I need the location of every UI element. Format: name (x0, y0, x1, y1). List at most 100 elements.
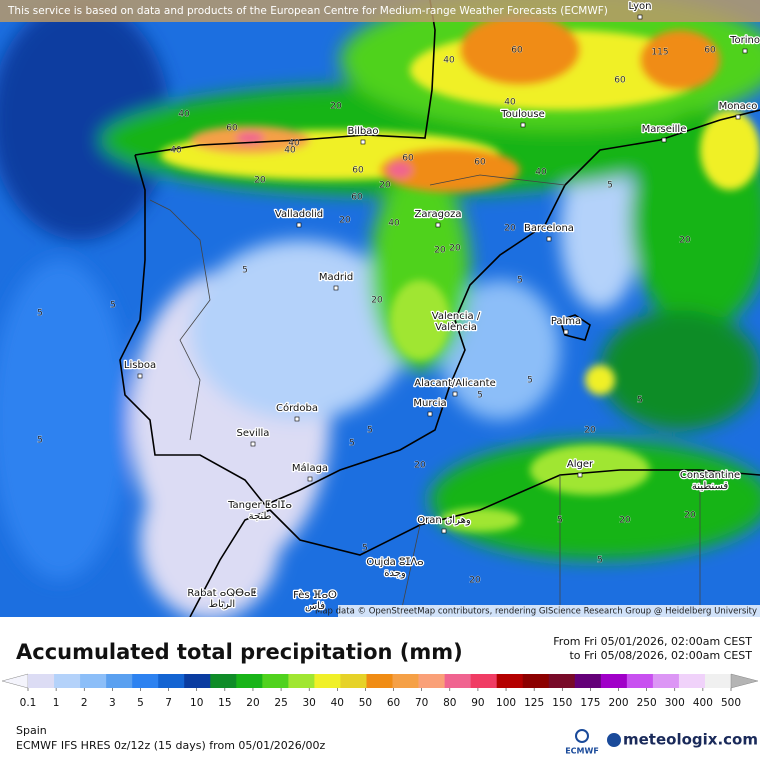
city-label: Alacant/Alicante (414, 378, 495, 389)
legend-swatch (184, 674, 211, 688)
city-label: Bilbao (347, 126, 378, 137)
legend-label: 30 (303, 697, 316, 709)
city-label: Tanger ⵟⴰⵏⵊⴰ (227, 500, 292, 511)
legend-label: 90 (471, 697, 484, 709)
contour-label: 5 (37, 436, 43, 446)
contour-label: 5 (477, 391, 483, 401)
legend-swatch (522, 674, 550, 688)
legend-label: 100 (496, 697, 516, 709)
contour-label: 40 (535, 168, 547, 178)
legend: 0.1 1 2 3 5 7 10 15 20 25 30 40 50 60 70 80 90 100 125 150 1… (1, 673, 759, 709)
legend-swatch (80, 674, 107, 688)
contour-label: 5 (367, 426, 373, 436)
legend-label: 0.1 (20, 697, 37, 709)
contour-label: 20 (684, 511, 696, 521)
city-dot (427, 411, 433, 417)
city-dot (392, 570, 398, 576)
city-label: Córdoba (276, 402, 318, 414)
city-dot (546, 236, 552, 242)
city-dot (735, 114, 741, 120)
contour-label: 115 (651, 48, 668, 58)
legend-swatch (392, 674, 419, 688)
legend-swatch (28, 674, 55, 688)
legend-swatch (652, 674, 680, 688)
contour-label: 5 (110, 301, 116, 311)
city-dot (520, 122, 526, 128)
legend-label: 15 (218, 697, 231, 709)
legend-over (730, 673, 759, 689)
legend-swatch (132, 674, 159, 688)
city-label: Málaga (292, 462, 328, 474)
contour-label: 5 (637, 396, 643, 406)
city-label: Madrid (319, 272, 353, 283)
legend-label: 150 (552, 697, 572, 709)
legend-swatch (236, 674, 263, 688)
legend-swatch (54, 674, 81, 688)
period-from: From Fri 05/01/2026, 02:00am CEST (553, 635, 752, 648)
contour-label: 5 (557, 516, 563, 526)
city-label: Barcelona (524, 223, 574, 234)
city-dot (441, 528, 447, 534)
legend-label: 3 (109, 697, 116, 709)
city-dot (250, 441, 256, 447)
title: Accumulated total precipitation (mm) (16, 640, 463, 664)
legend-swatch (470, 674, 497, 688)
contour-label: 60 (474, 158, 486, 168)
legend-label: 250 (637, 697, 657, 709)
legend-label: 200 (608, 697, 628, 709)
city-label-alt: وجدة (384, 568, 406, 579)
legend-label: 500 (721, 697, 741, 709)
city-dot (453, 324, 459, 330)
city-dot (563, 329, 569, 335)
contour-label: 20 (254, 176, 266, 186)
contour-label: 20 (339, 216, 351, 226)
legend-label: 10 (190, 697, 203, 709)
legend-swatch (418, 674, 445, 688)
city-label: Valladolid (275, 209, 323, 220)
contour-label: 40 (170, 146, 182, 156)
legend-swatch (262, 674, 289, 688)
meteologix-icon[interactable] (607, 733, 621, 747)
city-label: Zaragoza (414, 209, 461, 220)
legend-swatch (496, 674, 524, 688)
contour-label: 20 (414, 461, 426, 471)
legend-swatch (600, 674, 628, 688)
contour-label: 40 (504, 98, 516, 108)
city-dot (296, 222, 302, 228)
city-dot (435, 222, 441, 228)
city-label: Lisboa (124, 360, 156, 371)
contour-label: 40 (284, 146, 296, 156)
city-dot (294, 416, 300, 422)
city-label: Palma (551, 316, 581, 327)
legend-label: 60 (387, 697, 400, 709)
city-dot (137, 373, 143, 379)
contour-label: 5 (349, 439, 355, 449)
meteologix-logo[interactable]: meteologix.com (623, 731, 758, 749)
city-dot (661, 137, 667, 143)
contour-label: 5 (242, 266, 248, 276)
contour-label: 5 (37, 309, 43, 319)
attribution: Map data © OpenStreetMap contributors, r… (315, 607, 757, 617)
contour-label: 5 (597, 556, 603, 566)
contour-label: 5 (607, 181, 613, 191)
legend-label: 25 (274, 697, 287, 709)
city-label-alt: قسنطينة (692, 481, 729, 492)
contour-label: 60 (351, 193, 363, 203)
city-label: Lyon (628, 1, 651, 12)
city-label: Constantine (680, 470, 740, 481)
period-to: to Fri 05/08/2026, 02:00am CEST (569, 649, 752, 662)
city-dot (452, 391, 458, 397)
city-label-alt: فاس (305, 601, 325, 612)
city-label: Sevilla (237, 428, 270, 439)
contour-label: 5 (517, 276, 523, 286)
city-dot (219, 601, 225, 607)
city-label: Marseille (642, 124, 687, 135)
notice: This service is based on data and produc… (7, 5, 608, 17)
legend-swatch (314, 674, 341, 688)
model: ECMWF IFS HRES 0z/12z (15 days) from 05/… (16, 739, 326, 752)
legend-swatch (678, 674, 706, 688)
legend-swatch (106, 674, 133, 688)
contour-label: 40 (288, 139, 300, 149)
